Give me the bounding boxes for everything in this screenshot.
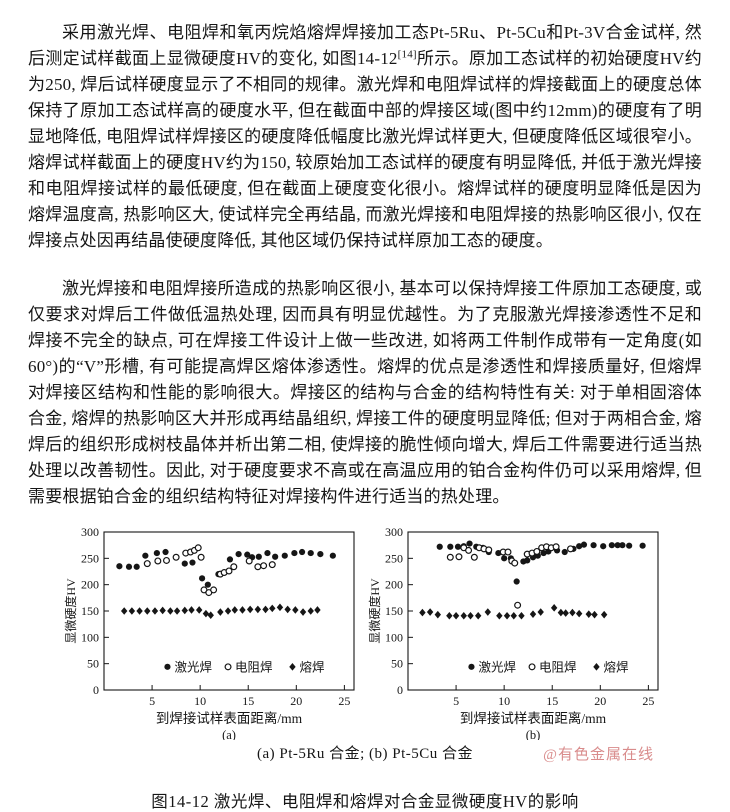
hardness-chart-a: 0 50 100 150 200 250 300 5 10 15 20 25 显微硬度HV 到焊接试样表面… (64, 525, 355, 740)
series-points-laser-weld (436, 540, 646, 585)
legend-label-laser-weld: 激光焊 (478, 659, 516, 674)
charts-row: 0 50 100 150 200 250 300 5 10 15 20 25 显微硬度HV 到焊接试样表面… (28, 522, 702, 740)
paragraph-1-text: 采用激光焊、电阻焊和氧丙烷焰熔焊焊接加工态Pt-5Ru、Pt-5Cu和Pt-3V… (28, 23, 702, 68)
series-points-fusion-weld (120, 603, 321, 620)
legend: 激光焊 电阻焊 熔焊 (468, 659, 628, 674)
series-points-resistance-weld (446, 543, 575, 609)
series-points-fusion-weld (419, 604, 608, 620)
svg-text:300: 300 (385, 525, 403, 539)
svg-text:200: 200 (385, 578, 403, 592)
x-axis: 5 10 15 20 25 (453, 685, 654, 708)
svg-text:25: 25 (338, 694, 350, 708)
x-axis: 5 10 15 20 25 (149, 685, 350, 708)
svg-text:150: 150 (385, 604, 403, 618)
paragraph-2: 激光焊接和电阻焊接所造成的热影响区很小, 基本可以保持焊接工件原加工态硬度, 或… (28, 279, 702, 506)
svg-text:20: 20 (594, 694, 606, 708)
svg-text:100: 100 (385, 630, 403, 644)
figure-subcaption: (a) Pt-5Ru 合金; (b) Pt-5Cu 合金 (256, 746, 474, 762)
hardness-chart-b: 0 50 100 150 200 250 300 5 10 15 20 25 显微硬度HV 到焊接试样表面… (368, 525, 659, 740)
paragraph-1-text-continued: 所示。原加工态试样的初始硬度HV约为250, 焊后试样硬度显示了不相同的规律。激… (28, 49, 702, 250)
chart-sublabel: (a) (222, 728, 236, 740)
y-axis: 0 50 100 150 200 250 300 (385, 525, 413, 697)
figure-subcaption-row: (a) Pt-5Ru 合金; (b) Pt-5Cu 合金 @有色金属在线 (28, 742, 702, 764)
x-axis-label: 到焊接试样表面距离/mm (156, 710, 303, 726)
legend-label-fusion-weld: 熔焊 (299, 659, 324, 674)
figure-caption: 图14-12 激光焊、电阻焊和熔焊对合金显微硬度HV的影响 (151, 792, 579, 811)
svg-text:250: 250 (385, 551, 403, 565)
legend-label-resistance-weld: 电阻焊 (539, 659, 577, 674)
svg-text:10: 10 (498, 694, 510, 708)
svg-text:100: 100 (81, 630, 99, 644)
svg-text:200: 200 (81, 578, 99, 592)
svg-text:10: 10 (194, 694, 206, 708)
svg-text:15: 15 (546, 694, 558, 708)
legend-label-laser-weld: 激光焊 (174, 659, 212, 674)
chart-sublabel: (b) (526, 728, 541, 740)
svg-text:300: 300 (81, 525, 99, 539)
citation-reference: [14] (397, 48, 417, 61)
svg-text:25: 25 (642, 694, 654, 708)
svg-text:0: 0 (397, 683, 403, 697)
series-points-resistance-weld (143, 544, 276, 597)
y-axis-label: 显微硬度HV (368, 578, 382, 644)
y-axis: 0 50 100 150 200 250 300 (81, 525, 109, 697)
svg-text:250: 250 (81, 551, 99, 565)
svg-text:20: 20 (290, 694, 302, 708)
svg-text:150: 150 (81, 604, 99, 618)
svg-text:15: 15 (242, 694, 254, 708)
svg-text:5: 5 (453, 694, 459, 708)
svg-text:50: 50 (87, 657, 99, 671)
legend: 激光焊 电阻焊 熔焊 (164, 659, 324, 674)
legend-label-resistance-weld: 电阻焊 (235, 659, 273, 674)
series-points-laser-weld (116, 548, 336, 588)
figure-14-12: 0 50 100 150 200 250 300 5 10 15 20 25 显微硬度HV 到焊接试样表面… (28, 522, 702, 812)
svg-text:50: 50 (391, 657, 403, 671)
y-axis-label: 显微硬度HV (64, 578, 78, 644)
x-axis-label: 到焊接试样表面距离/mm (460, 710, 607, 726)
legend-label-fusion-weld: 熔焊 (603, 659, 628, 674)
watermark: @有色金属在线 (543, 747, 654, 763)
paragraph-1: 采用激光焊、电阻焊和氧丙烷焰熔焊焊接加工态Pt-5Ru、Pt-5Cu和Pt-3V… (28, 20, 702, 254)
svg-text:5: 5 (149, 694, 155, 708)
svg-text:0: 0 (93, 683, 99, 697)
